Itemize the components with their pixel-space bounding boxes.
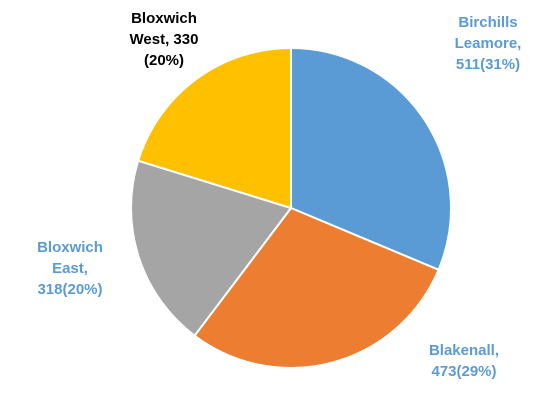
data-label-blakenall: Blakenall, 473(29%) — [412, 340, 516, 382]
pie-slice-bloxwich-east — [130, 159, 292, 337]
label-line: 511(31%) — [455, 56, 521, 73]
label-line: 473(29%) — [431, 363, 497, 380]
data-label-bloxwich-west: Bloxwich West, 330 (20%) — [112, 8, 216, 71]
pie-slice-birchills-leamore — [290, 47, 452, 271]
label-line: Bloxwich — [37, 239, 103, 256]
label-line: Birchills — [458, 14, 518, 31]
label-line: East, — [52, 260, 88, 277]
label-line: Bloxwich — [131, 10, 197, 27]
data-label-birchills-leamore: Birchills Leamore, 511(31%) — [436, 12, 540, 75]
label-line: (20%) — [143, 52, 184, 69]
data-label-bloxwich-east: Bloxwich East, 318(20%) — [18, 237, 122, 300]
label-line: Leamore, — [454, 35, 522, 52]
label-line: 318(20%) — [37, 281, 103, 298]
label-line: West, 330 — [129, 31, 199, 48]
pie-slice-bloxwich-west — [137, 47, 292, 209]
pie-slice-blakenall — [193, 207, 440, 369]
label-line: Blakenall, — [428, 342, 500, 359]
